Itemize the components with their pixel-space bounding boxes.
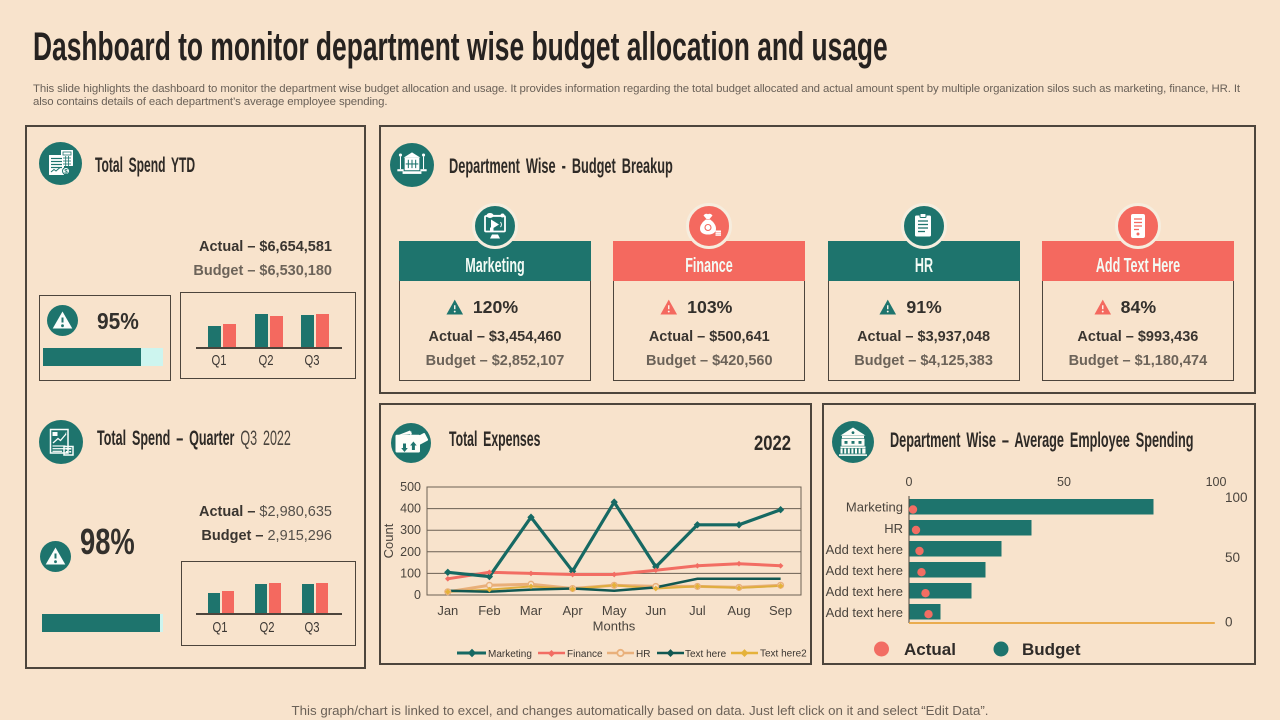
svg-text:50: 50	[1057, 475, 1071, 489]
svg-text:May: May	[602, 603, 627, 618]
svg-text:Add text here: Add text here	[826, 605, 903, 620]
svg-text:Text here2: Text here2	[760, 649, 807, 660]
svg-text:$: $	[64, 170, 68, 176]
svg-text:Aug: Aug	[727, 603, 750, 618]
svg-text:Add text here: Add text here	[826, 584, 903, 599]
svg-text:300: 300	[400, 523, 421, 537]
svg-text:Jun: Jun	[645, 603, 666, 618]
svg-text:0: 0	[1225, 615, 1233, 630]
svg-text:Jul: Jul	[689, 603, 706, 618]
svg-text:0: 0	[414, 588, 421, 602]
svg-text:Finance: Finance	[567, 649, 603, 660]
svg-text:Count: Count	[381, 523, 396, 558]
svg-text:Feb: Feb	[478, 603, 500, 618]
svg-text:Apr: Apr	[562, 603, 583, 618]
svg-text:0: 0	[906, 475, 913, 489]
svg-text:Marketing: Marketing	[488, 649, 532, 660]
svg-text:Text here: Text here	[685, 649, 727, 660]
svg-text:500: 500	[400, 480, 421, 494]
svg-text:Months: Months	[593, 619, 636, 634]
svg-text:Mar: Mar	[520, 603, 543, 618]
svg-text:Add text here: Add text here	[826, 563, 903, 578]
svg-text:200: 200	[400, 545, 421, 559]
svg-text:Sep: Sep	[769, 603, 792, 618]
svg-text:Marketing: Marketing	[846, 500, 903, 515]
svg-text:100: 100	[400, 566, 421, 580]
svg-text:Add text here: Add text here	[826, 542, 903, 557]
svg-text:HR: HR	[884, 521, 903, 536]
svg-text:400: 400	[400, 502, 421, 516]
svg-text:100: 100	[1225, 490, 1248, 505]
svg-text:HR: HR	[636, 649, 650, 660]
svg-text:Actual: Actual	[904, 640, 956, 659]
svg-text:Jan: Jan	[437, 603, 458, 618]
svg-text:100: 100	[1206, 475, 1227, 489]
svg-text:50: 50	[1225, 550, 1240, 565]
svg-text:Budget: Budget	[1022, 640, 1081, 659]
